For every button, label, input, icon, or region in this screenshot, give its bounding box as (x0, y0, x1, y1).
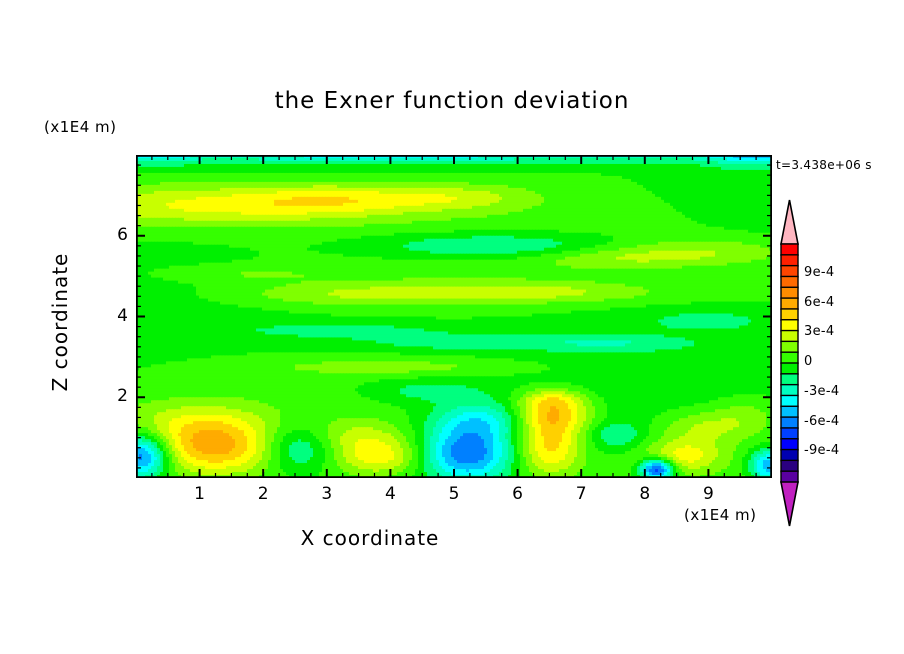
x-tick-label: 5 (434, 484, 474, 504)
y-tick-label: 2 (98, 386, 128, 406)
y-axis-unit-label: (x1E4 m) (44, 118, 117, 136)
y-axis-title: Z coordinate (48, 202, 72, 442)
x-axis-unit-label: (x1E4 m) (684, 506, 757, 524)
x-tick-label: 9 (688, 484, 728, 504)
x-tick-label: 6 (498, 484, 538, 504)
contour-field (136, 155, 772, 478)
x-tick-label: 3 (307, 484, 347, 504)
x-axis-title: X coordinate (0, 526, 740, 550)
colorbar-tick-label: -9e-4 (804, 443, 839, 458)
colorbar-tick-label: 3e-4 (804, 324, 834, 339)
contour-plot-area[interactable] (136, 155, 772, 478)
colorbar-tick-label: -6e-4 (804, 414, 839, 429)
time-stamp-annotation: t=3.438e+06 s (776, 158, 872, 172)
y-tick-label: 4 (98, 306, 128, 326)
x-tick-label: 4 (370, 484, 410, 504)
colorbar-tick-label: 0 (804, 354, 813, 369)
colorbar-tick-label: 9e-4 (804, 265, 834, 280)
x-tick-label: 1 (180, 484, 220, 504)
colorbar[interactable]: 9e-4 6e-4 3e-4 0 -3e-4 -6e-4 -9e-4 (774, 198, 904, 528)
colorbar-tick-label: 6e-4 (804, 295, 834, 310)
y-tick-label: 6 (98, 225, 128, 245)
colorbar-gradient (780, 199, 799, 527)
plot-title: the Exner function deviation (0, 88, 904, 114)
colorbar-tick-label: -3e-4 (804, 384, 839, 399)
x-tick-label: 8 (625, 484, 665, 504)
x-tick-label: 7 (561, 484, 601, 504)
x-tick-label: 2 (243, 484, 283, 504)
